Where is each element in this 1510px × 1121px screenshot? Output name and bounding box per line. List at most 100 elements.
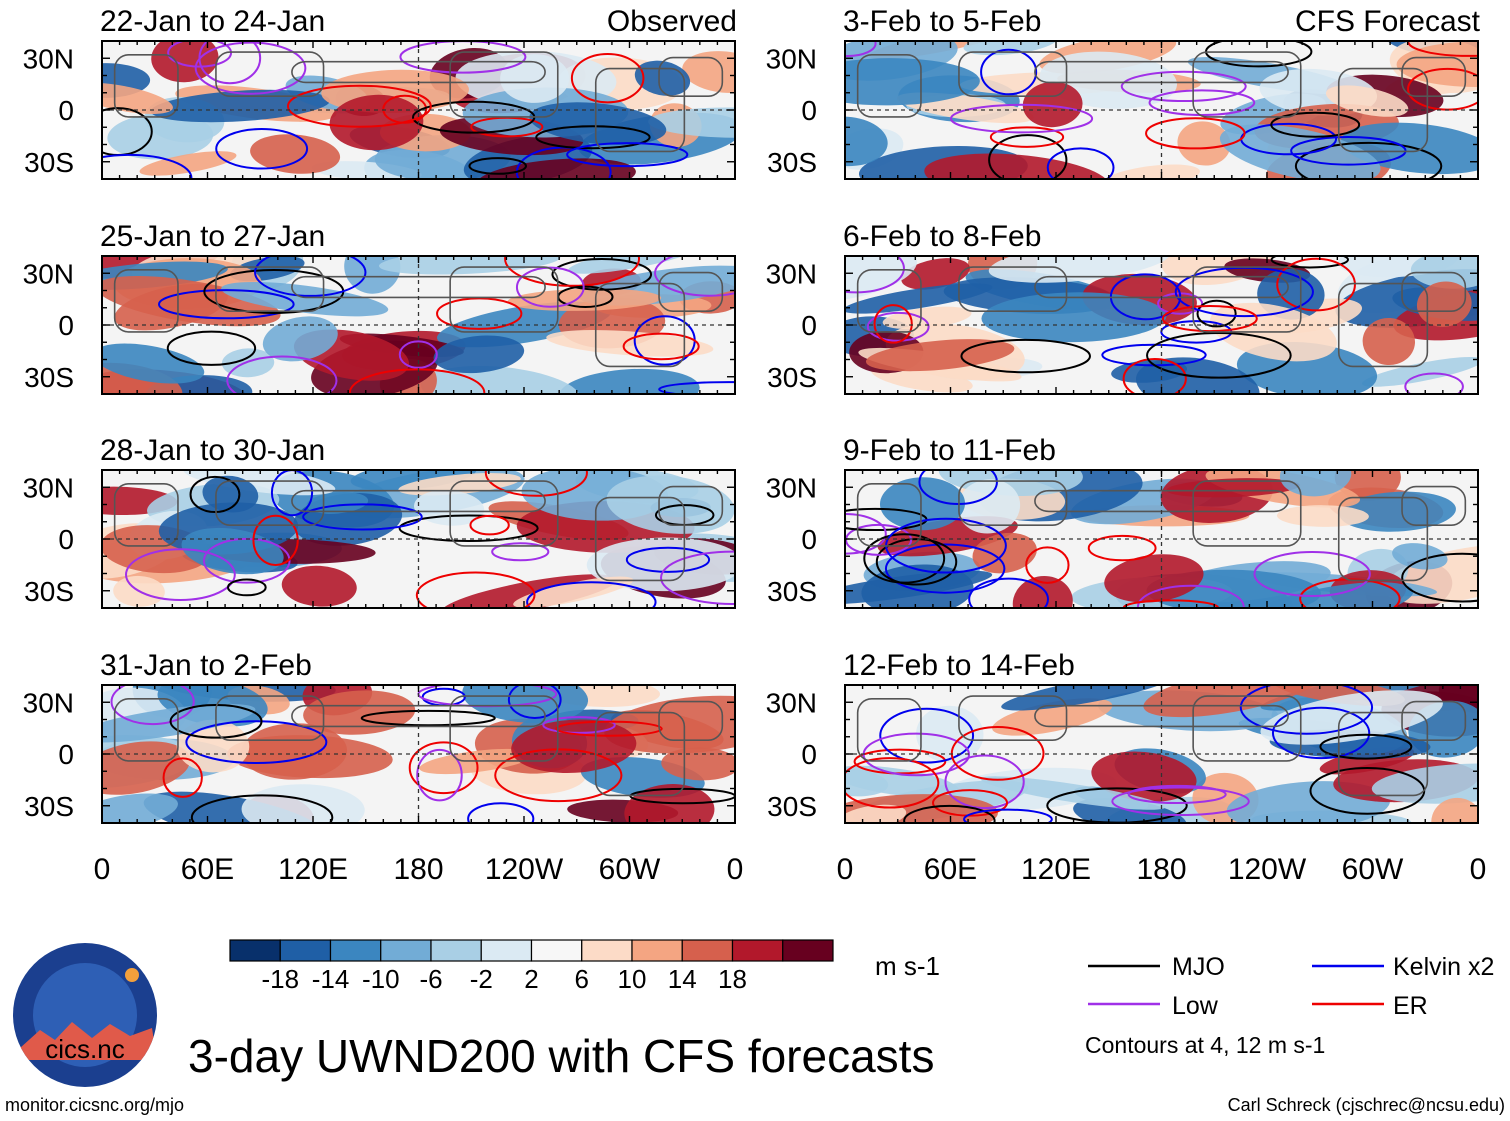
legend-low-label: Low [1172, 992, 1219, 1020]
y-tick-label: 30N [766, 472, 817, 503]
x-tick-label: 180 [1136, 853, 1186, 886]
contour-line [988, 134, 1068, 179]
y-tick-label: 30N [766, 258, 817, 289]
x-tick-label: 180 [393, 853, 443, 886]
contour-line [1239, 685, 1374, 735]
contour-line [1294, 141, 1443, 179]
colorbar-label: 14 [668, 964, 697, 994]
contour-line [1196, 299, 1237, 328]
panel-observed-2: 30N 0 30S 25-Jan to 27-Jan [23, 220, 736, 395]
coastline [856, 268, 922, 333]
contour-line [226, 578, 267, 597]
contour-line [504, 256, 641, 287]
contour-line [526, 581, 657, 608]
anomaly-blob [511, 719, 637, 774]
anomaly-blob [507, 288, 662, 311]
coastline [1192, 480, 1302, 547]
coastline [449, 695, 559, 762]
colorbar-swatch [530, 939, 583, 962]
coastline [594, 282, 686, 368]
coastline [958, 266, 1068, 313]
contour-line [566, 142, 689, 168]
contour-line [254, 256, 367, 297]
contour-line [468, 157, 527, 175]
contour-line [968, 577, 1049, 608]
x-tick-label: 120W [1228, 853, 1307, 886]
y-tick-label: 30S [24, 576, 74, 607]
x-axis-labels-observed: 0 60E 120E 180 120W 60W 0 [94, 853, 744, 886]
colorbar-swatch [380, 939, 432, 962]
coastline [1192, 51, 1302, 118]
anomaly-blob [281, 565, 357, 607]
wind-anomaly-field [102, 470, 735, 608]
panel-date-range: 28-Jan to 30-Jan [100, 434, 325, 467]
panel-date-range: 25-Jan to 27-Jan [100, 220, 325, 253]
anomaly-blob [1371, 763, 1478, 804]
contour-line [963, 808, 1053, 823]
logo-mountains [20, 1022, 157, 1060]
legend: MJO Kelvin x2 Low ER Contours at 4, 12 m… [1085, 953, 1494, 1058]
contour-line [491, 542, 550, 562]
anomaly-blob [879, 477, 966, 531]
anomaly-blob [901, 258, 970, 290]
anomaly-blob [1143, 685, 1321, 718]
contour-line [162, 757, 203, 798]
y-tick-label: 0 [801, 739, 817, 770]
panel-date-range: 12-Feb to 14-Feb [843, 649, 1075, 682]
contour-line [658, 381, 735, 394]
contour-line [863, 533, 946, 584]
anomaly-blob [845, 283, 993, 314]
contour-line [879, 707, 975, 764]
panel-forecast-3: 30N 0 30S 9-Feb to 11-Feb [766, 434, 1479, 609]
contour-line [873, 304, 913, 344]
contour-line [1404, 372, 1464, 394]
panel-forecast-4: 30N 0 30S 12-Feb to 14-Feb [766, 649, 1479, 824]
y-tick-label: 30S [767, 362, 817, 393]
coastline [1401, 271, 1467, 312]
contour-line [398, 340, 438, 369]
colorbar-swatch [731, 939, 784, 962]
legend-er-label: ER [1393, 992, 1428, 1020]
contour-line [507, 685, 562, 719]
contour-line [1046, 147, 1115, 179]
colorbar-swatch [631, 939, 683, 962]
anomaly-blob [500, 54, 570, 103]
anomaly-blob [102, 82, 173, 114]
wind-anomaly-field [845, 256, 1478, 394]
wind-anomaly-field [102, 41, 735, 179]
anomaly-blob [221, 348, 275, 378]
colorbar-label: -10 [362, 964, 400, 994]
contour-line [190, 794, 334, 823]
anomaly-blob [102, 276, 281, 327]
contour-line [166, 330, 257, 366]
contour-line [408, 741, 479, 795]
x-axis-labels-forecast: 0 60E 120E 180 120W 60W 0 [837, 853, 1487, 886]
coastline [658, 485, 724, 526]
coastline [449, 480, 559, 547]
contour-line [1146, 331, 1292, 379]
anomaly-blob [845, 116, 888, 167]
panel-date-range: 6-Feb to 8-Feb [843, 220, 1041, 253]
anomaly-blob [981, 292, 1167, 343]
contour-line [555, 720, 663, 737]
panel-date-range: 31-Jan to 2-Feb [100, 649, 312, 682]
panel-forecast-2: 30N 0 30S 6-Feb to 8-Feb [766, 220, 1479, 395]
contour-line [1025, 546, 1070, 584]
contour-line [1253, 550, 1371, 598]
colorbar-swatch [430, 939, 482, 962]
panel-observed-4: 30N 0 30S 31-Jan to 2-Feb [23, 649, 736, 824]
contour-line [467, 802, 535, 823]
contour-note: Contours at 4, 12 m s-1 [1085, 1032, 1325, 1058]
anomaly-blob [151, 41, 219, 83]
contour-line [1127, 784, 1227, 805]
coastline [1337, 711, 1429, 797]
anomaly-blob [513, 576, 634, 608]
contour-line [845, 41, 877, 58]
contour-line [625, 546, 711, 573]
colorbar-swatch [480, 939, 533, 962]
contour-line [866, 311, 930, 342]
anomaly-blob [845, 804, 907, 823]
contour-line [845, 256, 905, 294]
coastline [958, 695, 1068, 741]
y-tick-label: 0 [801, 524, 817, 555]
